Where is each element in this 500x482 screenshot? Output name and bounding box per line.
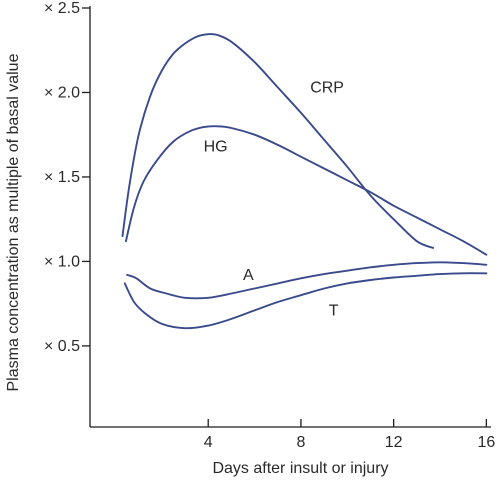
y-axis-ticks: × 0.5 × 1.0 × 1.5 × 2.0 × 2.5	[44, 0, 90, 355]
series-line-a	[126, 261, 488, 300]
series-label-hg: HG	[204, 139, 228, 156]
series-label-crp: CRP	[310, 79, 344, 96]
y-tick-label: × 2.0	[44, 84, 80, 101]
y-tick-label: × 1.0	[44, 253, 80, 270]
x-tick-label: 8	[296, 434, 305, 451]
series-label-t: T	[329, 302, 339, 319]
x-tick-label: 4	[204, 434, 213, 451]
x-axis-title: Days after insult or injury	[212, 460, 388, 477]
series-line-crp	[121, 33, 435, 249]
y-tick-label: × 2.5	[44, 0, 80, 17]
y-axis-title: Plasma concentration as multiple of basa…	[5, 53, 22, 391]
x-tick-label: 12	[385, 434, 403, 451]
series-line-hg	[124, 125, 488, 256]
series-labels: CRP HG A T	[204, 79, 344, 319]
chart-axes	[89, 6, 491, 428]
x-axis-ticks: 4 8 12 16	[204, 419, 495, 451]
y-tick-label: × 1.5	[44, 169, 80, 186]
x-tick-label: 16	[477, 434, 495, 451]
series-line-t	[123, 272, 488, 330]
y-tick-label: × 0.5	[44, 338, 80, 355]
series-label-a: A	[243, 267, 254, 284]
series-lines	[121, 33, 488, 330]
